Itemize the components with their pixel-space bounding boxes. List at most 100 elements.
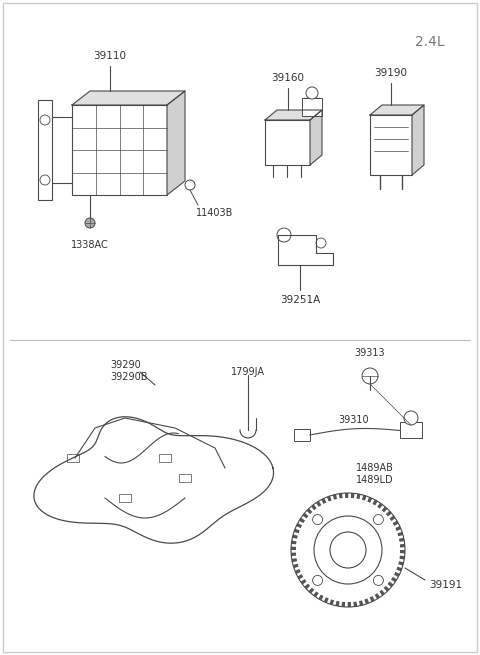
Text: 2.4L: 2.4L: [415, 35, 445, 49]
Text: 39251A: 39251A: [280, 295, 320, 305]
Polygon shape: [370, 105, 424, 115]
Polygon shape: [310, 110, 322, 165]
Bar: [119, 494, 131, 502]
Polygon shape: [292, 534, 298, 539]
Polygon shape: [374, 593, 380, 599]
Polygon shape: [345, 493, 348, 498]
Polygon shape: [372, 500, 378, 506]
Polygon shape: [395, 526, 401, 531]
Circle shape: [185, 180, 195, 190]
Bar: [400, 422, 422, 438]
Polygon shape: [321, 498, 326, 504]
Polygon shape: [327, 496, 332, 502]
Polygon shape: [367, 497, 372, 503]
Circle shape: [314, 516, 382, 584]
Bar: [265, 120, 310, 165]
Text: 11403B: 11403B: [196, 208, 234, 218]
Polygon shape: [359, 600, 363, 606]
Polygon shape: [379, 590, 385, 595]
Polygon shape: [329, 599, 334, 605]
Polygon shape: [296, 498, 400, 602]
Text: 39310: 39310: [338, 415, 369, 425]
Polygon shape: [412, 105, 424, 175]
Circle shape: [306, 87, 318, 99]
Polygon shape: [389, 515, 396, 521]
Circle shape: [362, 368, 378, 384]
Circle shape: [404, 411, 418, 425]
Polygon shape: [377, 503, 383, 509]
Polygon shape: [351, 493, 354, 498]
Bar: [294, 429, 310, 441]
Polygon shape: [333, 495, 337, 500]
Circle shape: [312, 515, 323, 525]
Text: 1799JA: 1799JA: [231, 367, 265, 377]
Polygon shape: [294, 529, 300, 533]
Polygon shape: [336, 601, 339, 607]
Polygon shape: [396, 567, 402, 571]
Text: 39190: 39190: [374, 68, 408, 78]
Circle shape: [40, 115, 50, 125]
Polygon shape: [314, 516, 382, 584]
Polygon shape: [382, 506, 387, 512]
Polygon shape: [400, 550, 405, 553]
Text: 39110: 39110: [94, 51, 127, 61]
Polygon shape: [399, 555, 405, 559]
Polygon shape: [393, 521, 398, 526]
Polygon shape: [339, 493, 343, 498]
Polygon shape: [298, 574, 303, 580]
Polygon shape: [400, 544, 405, 548]
Text: 39290B: 39290B: [110, 372, 147, 382]
Polygon shape: [311, 504, 317, 510]
Polygon shape: [291, 553, 296, 556]
Bar: [38, 100, 52, 200]
Bar: [370, 115, 412, 175]
Text: 39290: 39290: [110, 360, 141, 370]
Polygon shape: [399, 538, 404, 542]
Polygon shape: [318, 594, 324, 601]
Text: 1489LD: 1489LD: [356, 475, 394, 485]
Polygon shape: [353, 601, 357, 607]
Bar: [302, 98, 322, 116]
Polygon shape: [384, 586, 389, 591]
Circle shape: [85, 218, 95, 228]
Text: 1489AB: 1489AB: [356, 463, 394, 473]
Polygon shape: [300, 579, 307, 584]
Polygon shape: [364, 598, 369, 604]
Polygon shape: [265, 110, 322, 120]
Circle shape: [330, 532, 366, 568]
Polygon shape: [316, 501, 322, 507]
Bar: [72, 105, 167, 195]
Polygon shape: [397, 532, 403, 536]
Circle shape: [316, 238, 326, 248]
Polygon shape: [391, 577, 397, 582]
Polygon shape: [296, 523, 302, 528]
Polygon shape: [293, 564, 299, 568]
Polygon shape: [299, 517, 305, 523]
Polygon shape: [292, 558, 297, 562]
Polygon shape: [302, 513, 309, 519]
Polygon shape: [309, 588, 314, 593]
Polygon shape: [307, 508, 312, 514]
Polygon shape: [167, 91, 185, 195]
Text: 39160: 39160: [271, 73, 304, 83]
Text: 1338AC: 1338AC: [71, 240, 109, 250]
Polygon shape: [72, 91, 185, 105]
Polygon shape: [394, 572, 400, 577]
Polygon shape: [386, 511, 392, 517]
Polygon shape: [398, 561, 404, 565]
Polygon shape: [362, 495, 367, 501]
Polygon shape: [324, 597, 329, 603]
Circle shape: [373, 515, 384, 525]
Text: 39191: 39191: [430, 580, 463, 590]
Polygon shape: [342, 602, 345, 607]
Polygon shape: [34, 417, 274, 543]
Polygon shape: [291, 540, 297, 544]
Bar: [159, 454, 171, 462]
Circle shape: [314, 516, 382, 584]
Circle shape: [330, 532, 366, 568]
Text: 39313: 39313: [355, 348, 385, 358]
Polygon shape: [387, 582, 394, 587]
Circle shape: [312, 575, 323, 586]
Polygon shape: [357, 494, 360, 499]
Polygon shape: [348, 602, 351, 607]
